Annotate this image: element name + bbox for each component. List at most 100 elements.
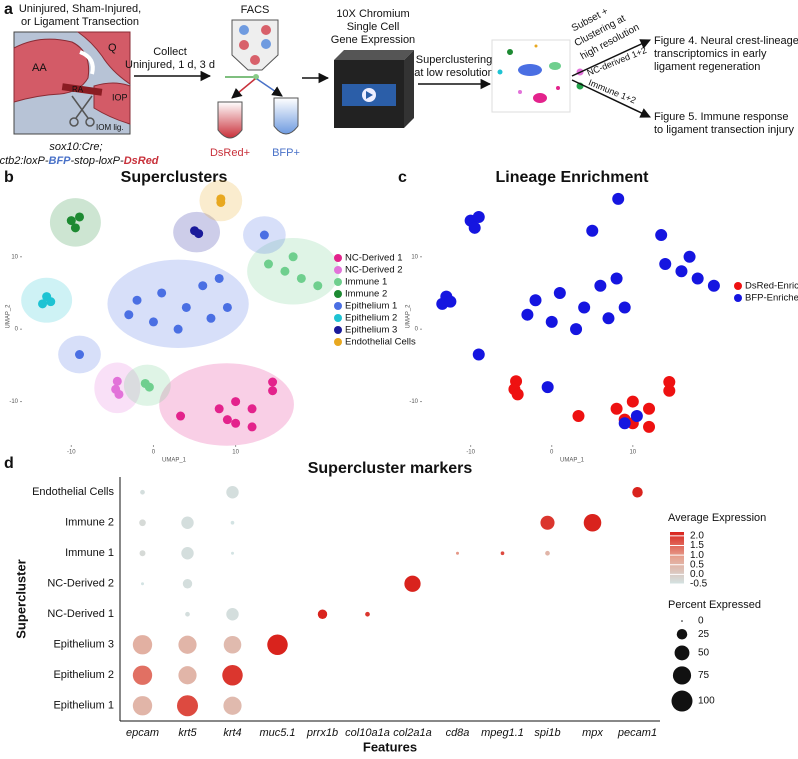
legend-marker [334, 278, 342, 286]
x-tick-label: muc5.1 [259, 727, 295, 739]
point [222, 302, 232, 312]
x-tick-label: -10 [67, 450, 76, 456]
size-legend-label: 25 [698, 629, 710, 640]
point [288, 252, 298, 262]
point [114, 389, 124, 399]
colorbar-label: -0.5 [690, 579, 708, 590]
point [231, 397, 241, 407]
chromium-text: Gene Expression [331, 34, 415, 46]
x-tick-label: col10a1a [345, 727, 390, 739]
legend-label: Endothelial Cells [345, 337, 416, 348]
dot [181, 547, 194, 560]
dot [545, 550, 550, 556]
cluster-halo [159, 363, 294, 446]
tissue-label: AA [32, 62, 47, 74]
legend-marker [334, 326, 342, 334]
point [75, 212, 85, 222]
legend-marker [734, 294, 742, 302]
point [586, 224, 599, 237]
panel-a: a Uninjured, Sham-Injured, or Ligament T… [0, 1, 798, 167]
point [263, 259, 273, 269]
dot [181, 516, 194, 529]
point [214, 404, 224, 414]
point [222, 415, 232, 425]
y-axis-label: Supercluster [13, 559, 28, 638]
size-legend-dot [671, 690, 693, 712]
colorbar [670, 532, 684, 584]
point [570, 323, 583, 336]
x-tick-label: mpx [582, 727, 603, 739]
y-tick-label: Epithelium 3 [53, 639, 114, 651]
dot [140, 489, 145, 495]
panel-label: d [4, 455, 14, 472]
legend-label: Immune 2 [345, 289, 387, 300]
tissue-label: Q [108, 42, 117, 54]
point [38, 299, 48, 309]
point [313, 281, 323, 291]
x-tick-label: 10 [629, 450, 636, 456]
size-legend-label: 50 [698, 648, 710, 659]
point [659, 258, 672, 271]
legend-marker [334, 302, 342, 310]
genotype-text: actb2:loxP-BFP-stop-loxP-DsRed [0, 155, 159, 167]
x-tick-label: prrx1b [306, 727, 338, 739]
x-tick-label: epcam [126, 727, 159, 739]
chromium-text: 10X Chromium [336, 8, 409, 20]
colorbar-label: 1.5 [690, 540, 704, 551]
point [675, 265, 688, 278]
y-tick-label: Immune 2 [65, 517, 114, 529]
point [610, 272, 623, 285]
legend-label: Epithelium 2 [345, 313, 397, 324]
chromium-illustration [334, 50, 414, 128]
point [626, 395, 639, 408]
condition-text: Uninjured, Sham-Injured, [19, 3, 141, 15]
point [511, 388, 524, 401]
point [112, 376, 122, 386]
colorbar-label: 0.5 [690, 559, 704, 570]
point [231, 418, 241, 428]
facs-illustration [217, 19, 299, 139]
x-tick-label: mpeg1.1 [481, 727, 524, 739]
point [280, 266, 290, 276]
point [529, 294, 542, 307]
tissue-illustration: AA Q RA IOP IOM lig. [13, 31, 131, 135]
x-tick-label: krt4 [223, 727, 241, 739]
point [132, 295, 142, 305]
point [216, 197, 226, 207]
x-tick-label: cd8a [446, 727, 470, 739]
point [521, 308, 534, 321]
point [618, 417, 631, 430]
size-legend-dot [672, 666, 692, 685]
dsred-label: DsRed+ [210, 147, 250, 159]
size-legend-label: 75 [698, 670, 710, 681]
point [643, 420, 656, 433]
point [683, 250, 696, 263]
point [148, 317, 158, 327]
dot [223, 635, 242, 654]
dot [139, 550, 146, 557]
dot [178, 666, 197, 685]
figure4-text: ligament regeneration [654, 61, 760, 73]
point [553, 286, 566, 299]
figure5-text: Figure 5. Immune response [654, 111, 789, 123]
legend-marker [334, 254, 342, 262]
panel-label: c [398, 169, 407, 186]
genotype-part: -stop-loxP- [71, 155, 125, 167]
point [545, 315, 558, 328]
dot [230, 520, 235, 525]
size-legend-label: 0 [698, 616, 704, 627]
y-tick-label: -10 [9, 399, 18, 405]
point [124, 310, 134, 320]
point [206, 313, 216, 323]
point [46, 297, 56, 307]
genotype-text: sox10:Cre; [49, 141, 102, 153]
tissue-label: IOP [112, 92, 128, 102]
panel-label: b [4, 169, 14, 186]
chart-title: Supercluster markers [308, 460, 473, 477]
dot [177, 695, 198, 717]
chart-title: Superclusters [121, 169, 228, 186]
y-axis-label: UMAP_2 [406, 304, 412, 329]
dot [132, 665, 153, 685]
point [468, 221, 481, 234]
